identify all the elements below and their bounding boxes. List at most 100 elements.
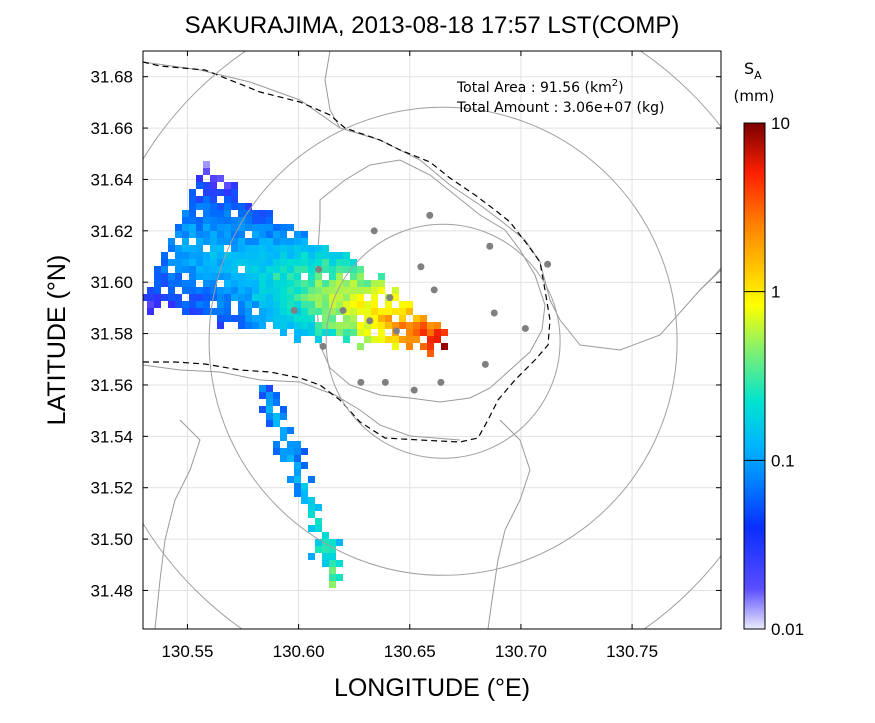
plume-cell <box>245 287 252 294</box>
plume-cell <box>287 476 294 483</box>
plume-cell <box>182 308 189 315</box>
plume-cell <box>336 560 343 567</box>
plume-cell <box>252 315 259 322</box>
plume-cell <box>259 280 266 287</box>
plume-cell <box>385 301 392 308</box>
plume-cell <box>266 217 273 224</box>
station-marker <box>381 378 389 386</box>
y-tick-label: 31.56 <box>90 376 133 395</box>
plume-cell <box>315 518 322 525</box>
plume-cell <box>413 336 420 343</box>
plume-cell <box>322 546 329 553</box>
plume-cell <box>259 308 266 315</box>
plume-cell <box>280 315 287 322</box>
plume-cell <box>350 329 357 336</box>
plume-cell <box>266 252 273 259</box>
plume-cell <box>308 315 315 322</box>
plume-cell <box>238 294 245 301</box>
plume-cell <box>308 504 315 511</box>
plume-cell <box>273 301 280 308</box>
plume-cell <box>210 210 217 217</box>
x-tick-label: 130.60 <box>273 642 325 661</box>
plume-cell <box>273 245 280 252</box>
colorbar-label: SA <box>744 59 762 82</box>
plume-cell <box>266 301 273 308</box>
plume-cell <box>322 266 329 273</box>
plume-cell <box>231 294 238 301</box>
plume-cell <box>245 238 252 245</box>
plume-cell <box>329 308 336 315</box>
plume-cell <box>266 294 273 301</box>
plume-cell <box>371 280 378 287</box>
plume-cell <box>308 245 315 252</box>
plume-cell <box>238 210 245 217</box>
plume-cell <box>441 329 448 336</box>
plume-cell <box>224 266 231 273</box>
plume-cell <box>217 245 224 252</box>
plume-cell <box>364 329 371 336</box>
plume-cell <box>413 315 420 322</box>
plume-cell <box>175 259 182 266</box>
plume-cell <box>210 189 217 196</box>
plume-cell <box>322 280 329 287</box>
plume-cell <box>287 238 294 245</box>
plume-cell <box>161 252 168 259</box>
plume-cell <box>266 308 273 315</box>
plume-cell <box>245 322 252 329</box>
plume-cell <box>266 231 273 238</box>
plume-cell <box>350 266 357 273</box>
plume-cell <box>343 266 350 273</box>
plume-cell <box>385 336 392 343</box>
plume-cell <box>161 280 168 287</box>
plume-cell <box>343 287 350 294</box>
plume-cell <box>273 308 280 315</box>
plume-cell <box>357 294 364 301</box>
plume-cell <box>308 322 315 329</box>
plume-cell <box>280 322 287 329</box>
plume-cell <box>343 315 350 322</box>
plume-cell <box>189 189 196 196</box>
plume-cell <box>294 469 301 476</box>
chart-title: SAKURAJIMA, 2013-08-18 17:57 LST(COMP) <box>185 12 680 39</box>
plume-cell <box>238 245 245 252</box>
plume-cell <box>343 252 350 259</box>
plume-cell <box>308 511 315 518</box>
plume-cell <box>196 217 203 224</box>
plume-cell <box>210 182 217 189</box>
plume-cell <box>308 301 315 308</box>
plume-cell <box>238 315 245 322</box>
plume-cell <box>308 252 315 259</box>
plume-cell <box>287 245 294 252</box>
plume-cell <box>329 287 336 294</box>
plume-cell <box>189 259 196 266</box>
plume-cell <box>441 343 448 350</box>
plume-cell <box>427 350 434 357</box>
plume-cell <box>308 497 315 504</box>
plume-cell <box>168 301 175 308</box>
plume-cell <box>203 168 210 175</box>
plume-cell <box>343 329 350 336</box>
plume-cell <box>175 245 182 252</box>
plume-cell <box>182 280 189 287</box>
plume-cell <box>350 322 357 329</box>
plume-cell <box>322 532 329 539</box>
plume-cell <box>245 203 252 210</box>
plume-cell <box>287 455 294 462</box>
plume-cell <box>189 203 196 210</box>
plume-cell <box>259 392 266 399</box>
plume-cell <box>301 231 308 238</box>
plume-cell <box>182 301 189 308</box>
plume-cell <box>336 539 343 546</box>
y-tick-label: 31.68 <box>90 68 133 87</box>
plume-cell <box>245 301 252 308</box>
plume-cell <box>273 392 280 399</box>
plume-cell <box>364 301 371 308</box>
plume-cell <box>231 245 238 252</box>
plume-cell <box>336 273 343 280</box>
plume-cell <box>343 294 350 301</box>
plume-cell <box>273 294 280 301</box>
station-marker <box>544 260 552 268</box>
plume-cell <box>189 301 196 308</box>
plume-cell <box>245 266 252 273</box>
plume-cell <box>378 322 385 329</box>
